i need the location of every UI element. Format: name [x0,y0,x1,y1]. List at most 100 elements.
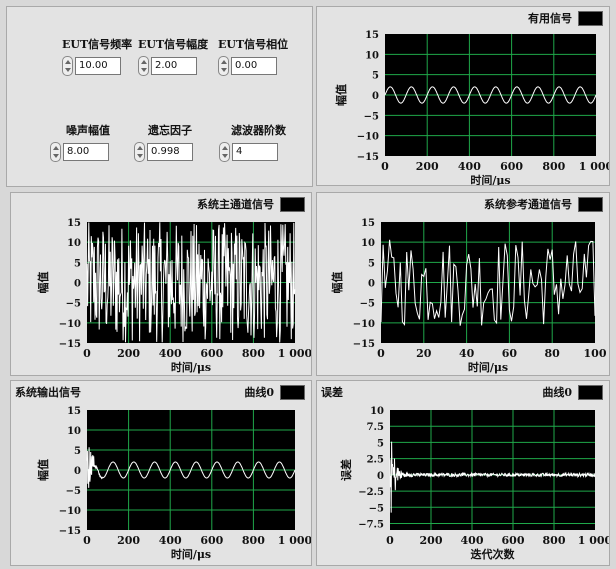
eut-phase-label: EUT信号相位 [218,38,289,51]
output-y-tick-label: 0 [74,466,81,477]
output-trace [86,447,296,488]
output-plot-svg: 0 200 400 600 800 1 000 15 10 5 0 −5 −10 −15 时间/μs 幅值 [36,406,311,561]
filter-order-spinner[interactable] [219,142,230,162]
output-x-tick-label: 0 [83,534,91,547]
ref-y-axis-label: 幅值 [330,272,344,294]
main-x-tick-label: 1 000 [278,347,311,360]
eut-freq-input[interactable]: 10.00 [75,57,121,75]
useful-x-tick-label: 600 [500,160,523,173]
useful-y-tick-label: 15 [365,30,379,41]
main-trace [86,222,296,343]
error-x-tick-label: 1 000 [578,534,609,547]
eut-phase-input[interactable]: 0.00 [231,57,277,75]
output-legend[interactable]: 曲线0 [244,384,305,400]
main-y-tick-label: −15 [59,339,81,350]
output-legend-plot-icon [280,384,305,400]
error-plot-area[interactable] [390,410,595,530]
main-channel-chart: 0 200 400 600 800 1 000 15 10 5 0 −5 −10 −15 时间/μs 幅值 … [10,192,312,376]
output-legend-label: 曲线0 [244,386,274,399]
noise-amp-spinner[interactable] [50,142,61,162]
eut-amp-control: EUT信号幅度 2.00 [138,36,208,76]
forget-factor-spinner[interactable] [134,142,145,162]
main-x-tick-label: 200 [117,347,140,360]
output-x-axis-label: 时间/μs [171,547,211,561]
useful-x-tick-label: 0 [381,160,389,173]
ref-legend-plot-icon [578,196,603,212]
main-x-tick-label: 0 [83,347,91,360]
ref-x-tick-label: 40 [459,347,475,360]
eut-freq-label: EUT信号频率 [62,38,133,51]
error-y-tick-label: 0 [377,471,384,482]
useful-x-tick-label: 200 [416,160,439,173]
output-y-tick-label: −5 [66,486,81,497]
useful-y-tick-label: 10 [365,50,379,61]
output-y-tick-label: 10 [67,426,81,437]
useful-x-tick-label: 1 000 [579,160,609,173]
useful-y-axis-label: 幅值 [334,84,348,106]
useful-y-tick-label: 0 [372,91,379,102]
useful-x-tick-label: 400 [458,160,481,173]
eut-amp-spinner[interactable] [138,56,149,76]
main-legend-plot-icon [280,196,305,212]
main-x-tick-label: 800 [242,347,265,360]
error-y-tick-label: −5 [369,503,384,514]
main-y-axis-label: 幅值 [36,272,50,294]
eut-freq-spinner[interactable] [62,56,73,76]
useful-x-axis-label: 时间/μs [470,173,510,185]
useful-y-tick-label: −15 [357,152,379,163]
useful-y-tick-label: 5 [372,71,379,82]
output-x-tick-label: 1 000 [278,534,311,547]
error-trace [389,441,596,513]
eut-amp-label: EUT信号幅度 [138,38,209,51]
useful-y-tick-label: −5 [364,111,379,122]
useful-legend[interactable]: 有用信号 [528,10,603,26]
eut-freq-control: EUT信号频率 10.00 [62,36,132,76]
reference-channel-chart: 0 20 40 60 80 100 15 10 5 0 −5 −10 −15 时间/μs 幅值 系统参考通道… [316,192,610,376]
error-chart: 0 200 400 600 800 1 000 10 7.5 5 2.5 0 −2.5 −5 −7.5 迭代… [316,380,610,566]
eut-amp-input[interactable]: 2.00 [151,57,197,75]
main-y-tick-label: 5 [74,258,81,269]
error-x-tick-label: 800 [543,534,566,547]
main-y-tick-label: −10 [59,319,81,330]
system-output-chart: 0 200 400 600 800 1 000 15 10 5 0 −5 −10 −15 时间/μs 幅值 … [10,380,312,566]
ref-y-tick-label: 10 [361,238,375,249]
main-y-tick-label: −5 [66,299,81,310]
useful-x-tick-label: 800 [542,160,565,173]
error-title: 误差 [321,386,343,399]
ref-y-tick-label: 0 [368,279,375,290]
ref-plot-svg: 0 20 40 60 80 100 15 10 5 0 −5 −10 −15 时间/μs 幅值 [330,218,607,374]
main-x-axis-label: 时间/μs [171,360,211,374]
output-x-tick-label: 200 [117,534,140,547]
ref-x-tick-label: 20 [416,347,432,360]
ref-y-tick-label: −5 [360,299,375,310]
error-x-tick-label: 600 [502,534,525,547]
useful-plot-svg: 0 200 400 600 800 1 000 15 10 5 0 −5 −10 −15 时间/μs 幅值 [334,30,609,185]
error-legend[interactable]: 曲线0 [542,384,603,400]
output-x-tick-label: 600 [200,534,223,547]
output-x-tick-label: 400 [159,534,182,547]
main-legend[interactable]: 系统主通道信号 [197,196,305,212]
ref-x-tick-label: 0 [377,347,385,360]
ref-x-tick-label: 100 [584,347,607,360]
error-y-axis-label: 误差 [339,459,353,481]
ref-legend[interactable]: 系统参考通道信号 [484,196,603,212]
ref-x-tick-label: 80 [545,347,561,360]
main-y-tick-label: 10 [67,238,81,249]
eut-phase-spinner[interactable] [218,56,229,76]
noise-amp-input[interactable]: 8.00 [63,143,109,161]
ref-legend-label: 系统参考通道信号 [484,198,572,211]
ref-y-tick-label: 5 [368,258,375,269]
output-x-tick-label: 800 [242,534,265,547]
useful-y-tick-label: −10 [357,132,379,143]
main-x-tick-label: 400 [159,347,182,360]
error-y-tick-label: 2.5 [367,455,384,466]
main-x-tick-label: 600 [200,347,223,360]
filter-order-control: 滤波器阶数 4 [219,122,286,162]
filter-order-input[interactable]: 4 [232,143,278,161]
error-x-tick-label: 200 [420,534,443,547]
forget-factor-input[interactable]: 0.998 [147,143,193,161]
error-x-axis-label: 迭代次数 [471,547,516,561]
ref-x-axis-label: 时间/μs [468,360,508,374]
output-y-tick-label: 15 [67,406,81,417]
